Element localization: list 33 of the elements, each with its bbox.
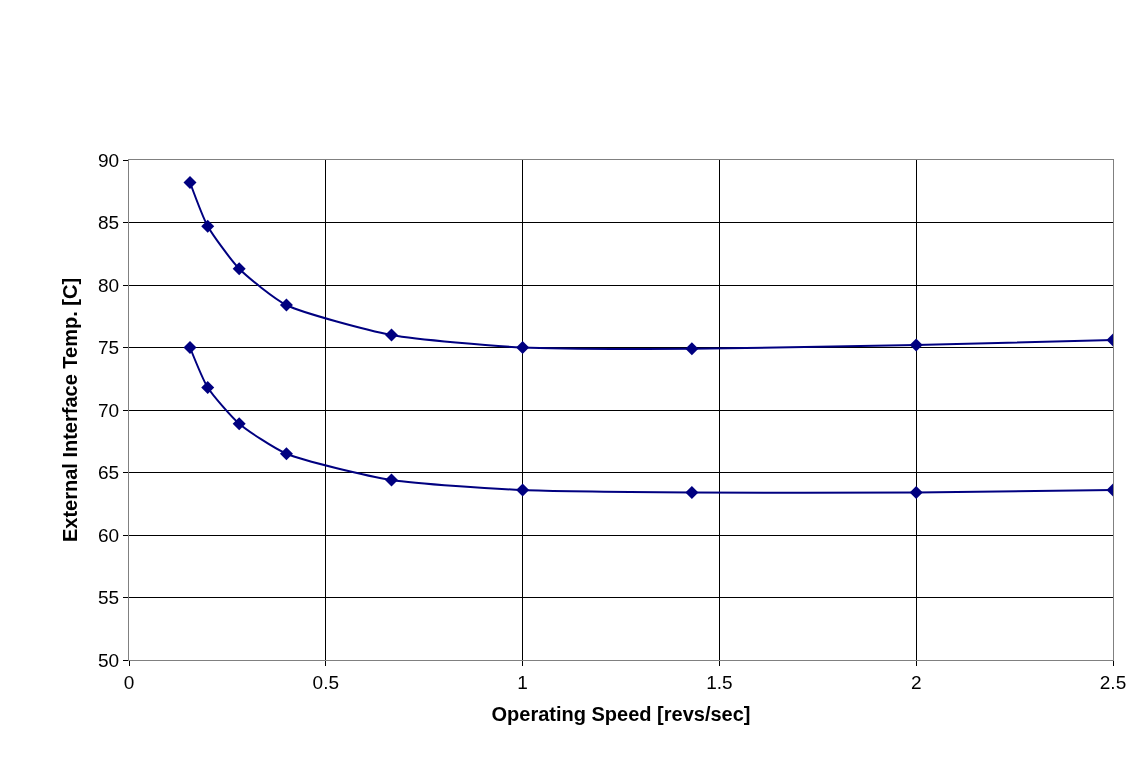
point [909,486,923,499]
y-tick-label: 55 [98,587,120,609]
point [909,338,923,352]
point [232,417,246,431]
point [279,447,293,461]
point [385,473,399,487]
point [516,341,530,354]
x-tick-label: 0 [123,671,135,693]
point [201,219,215,233]
y-tick-label: 90 [98,149,120,171]
y-axis-title: External Interface Temp. [C] [58,277,81,543]
x-tick-label: 2 [910,671,922,693]
point [516,483,530,497]
x-axis-title: Operating Speed [revs/sec] [491,703,751,726]
y-tick-label: 80 [98,274,120,296]
y-tick-label: 65 [98,462,120,484]
point [183,176,197,189]
point [201,381,215,394]
point [279,298,293,312]
point [183,341,197,354]
point [685,342,699,356]
point [685,486,699,499]
y-tick-label: 75 [98,337,120,359]
point [385,328,399,342]
x-tick-label: 1.5 [706,671,733,693]
x-tick-label: 0.5 [312,671,340,693]
y-tick-label: 70 [98,399,120,421]
y-tick-label: 60 [98,524,120,546]
y-tick-label: 50 [98,649,120,671]
x-tick-label: 2.5 [1099,671,1127,693]
x-tick-label: 1 [517,671,528,693]
point [232,262,246,276]
y-tick-label: 85 [98,212,120,234]
